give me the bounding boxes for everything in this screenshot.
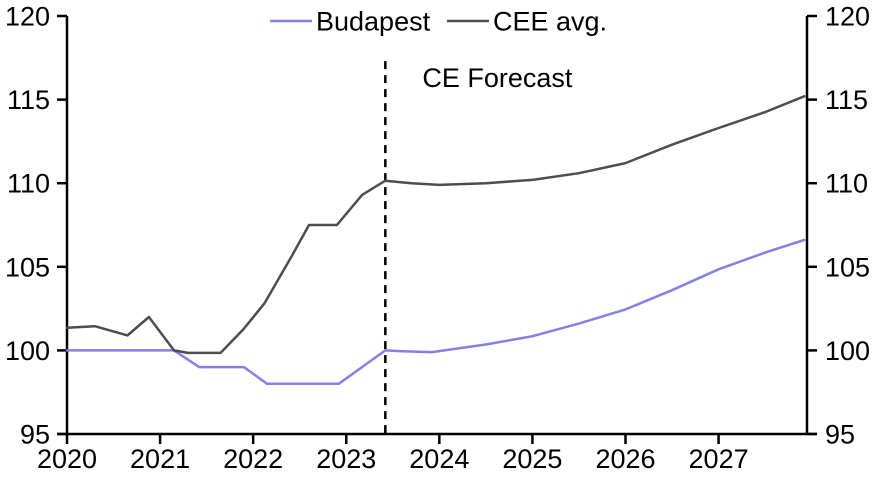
legend: Budapest CEE avg.: [270, 7, 607, 37]
y-tick-label-right: 115: [825, 85, 868, 115]
x-tick-label: 2026: [595, 444, 655, 474]
x-tick-label: 2023: [316, 444, 376, 474]
data-series: [65, 95, 806, 386]
y-tick-label-left: 100: [5, 336, 50, 366]
forecast-divider: CE Forecast: [384, 61, 573, 433]
axes: [57, 16, 817, 436]
series-line-cee-avg: [65, 95, 806, 355]
y-tick-label-left: 105: [5, 252, 50, 282]
y-tick-label-right: 95: [825, 420, 855, 450]
x-tick-label: 2022: [223, 444, 283, 474]
y-tick-label-right: 110: [825, 169, 868, 199]
x-tick-label: 2024: [409, 444, 469, 474]
y-tick-label-right: 100: [825, 336, 870, 366]
y-tick-label-left: 120: [5, 2, 50, 32]
x-tick-label: 2025: [502, 444, 562, 474]
y-tick-label-left: 115: [7, 85, 50, 115]
y-tick-label-left: 95: [20, 420, 50, 450]
y-tick-label-right: 120: [825, 2, 870, 32]
y-tick-label-left: 110: [7, 169, 50, 199]
x-tick-label: 2021: [130, 444, 190, 474]
legend-label-cee-avg: CEE avg.: [493, 7, 607, 37]
y-axis-left: 95 100 105 110 115 120: [5, 2, 67, 450]
y-tick-label-right: 105: [825, 252, 870, 282]
x-tick-label: 2027: [689, 444, 749, 474]
x-tick-label: 2020: [37, 444, 97, 474]
forecast-label: CE Forecast: [422, 63, 573, 93]
x-axis: 2020 2021 2022 2023 2024 2025 2026 2027: [37, 434, 749, 474]
series-line-budapest: [65, 238, 806, 386]
y-axis-right: 95 100 105 110 115 120: [807, 2, 870, 450]
legend-label-budapest: Budapest: [316, 7, 431, 37]
